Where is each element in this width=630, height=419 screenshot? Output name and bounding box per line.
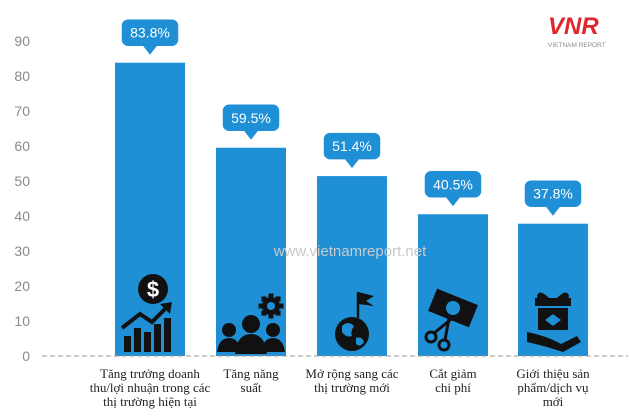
data-labels: 83.8% 59.5% 51.4% 40.5% 37.8% — [120, 17, 583, 216]
y-tick-label: 80 — [14, 68, 30, 84]
bar — [418, 214, 488, 356]
bar — [115, 62, 185, 356]
bars — [115, 62, 588, 356]
y-axis-ticks: 0 10 20 30 40 50 60 70 80 90 — [14, 33, 30, 364]
category-label: Mở rộng sang các thị trường mới — [305, 366, 398, 395]
watermark: www.vietnamreport.net — [273, 243, 427, 260]
logo-tagline: VIETNAM REPORT — [548, 42, 606, 49]
bar-icons: $ — [120, 274, 581, 354]
y-tick-label: 50 — [14, 173, 30, 189]
y-tick-label: 60 — [14, 138, 30, 154]
data-label: 37.8% — [533, 186, 573, 202]
data-label-callout: 83.8% — [120, 17, 180, 55]
data-label-callout: 40.5% — [423, 169, 483, 207]
vnr-logo: VNR VIETNAM REPORT — [548, 13, 606, 49]
dollar-growth-icon: $ — [120, 274, 172, 352]
team-gear-icon — [217, 293, 285, 354]
category-labels: Tăng trưởng doanh thu/lợi nhuận trong các… — [90, 366, 590, 409]
globe-flag-icon — [335, 292, 374, 351]
y-tick-label: 10 — [14, 313, 30, 329]
category-label: Cắt giảm chi phí — [429, 366, 476, 395]
y-tick-label: 90 — [14, 33, 30, 49]
gift-hand-icon — [527, 292, 581, 352]
y-tick-label: 40 — [14, 208, 30, 224]
y-tick-label: 30 — [14, 243, 30, 259]
y-tick-label: 20 — [14, 278, 30, 294]
data-label-callout: 37.8% — [523, 178, 583, 216]
logo-letters: VNR — [548, 13, 599, 40]
category-label: Tăng năng suất — [223, 366, 279, 395]
data-label-callout: 51.4% — [322, 131, 382, 169]
data-label: 40.5% — [433, 176, 473, 192]
scissors-cash-icon — [424, 288, 478, 352]
category-label: Tăng trưởng doanh thu/lợi nhuận trong các… — [90, 366, 211, 409]
data-label: 59.5% — [231, 110, 271, 126]
category-label: Giới thiệu sản phẩm/dịch vụ mới — [516, 366, 590, 409]
data-label-callout: 59.5% — [221, 103, 281, 140]
svg-text:$: $ — [147, 277, 159, 302]
y-tick-label: 0 — [22, 348, 30, 364]
data-label: 83.8% — [130, 25, 170, 41]
y-tick-label: 70 — [14, 103, 30, 119]
data-label: 51.4% — [332, 138, 372, 154]
